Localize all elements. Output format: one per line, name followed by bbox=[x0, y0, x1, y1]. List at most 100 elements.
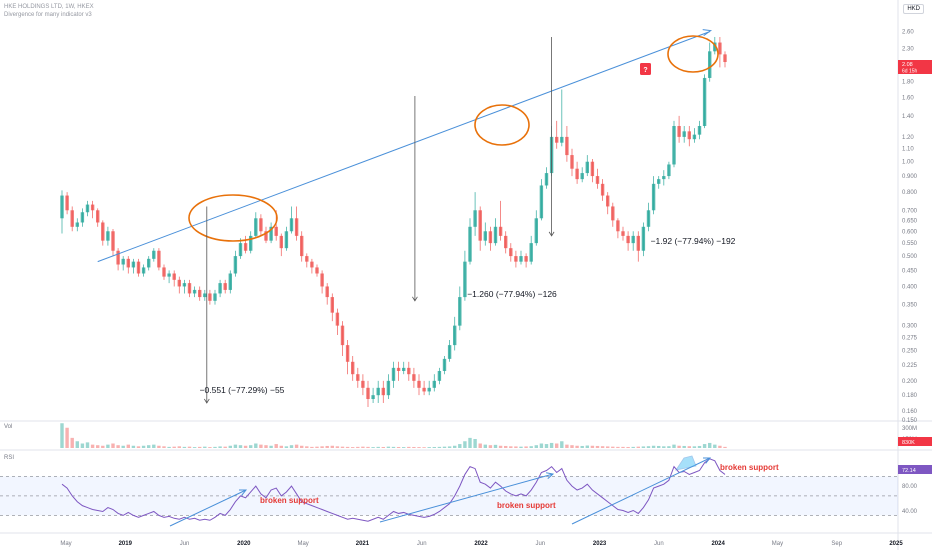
price-tick-label: 0.500 bbox=[902, 254, 918, 260]
volume-bar bbox=[422, 447, 426, 448]
volume-bar bbox=[279, 445, 283, 448]
price-tick-label: 1.10 bbox=[902, 147, 914, 153]
candle-body bbox=[600, 183, 605, 196]
time-tick-label: May bbox=[60, 541, 71, 547]
candle-body bbox=[453, 325, 457, 346]
candle-body bbox=[544, 173, 549, 186]
candle-body bbox=[279, 235, 283, 249]
rsi-trendline-arrow-head bbox=[702, 457, 712, 464]
volume-bar bbox=[152, 444, 156, 448]
volume-bar bbox=[488, 445, 493, 448]
candle-body bbox=[111, 231, 115, 251]
volume-bar bbox=[519, 446, 523, 448]
price-tick-label: 0.150 bbox=[902, 418, 918, 424]
volume-bar bbox=[213, 446, 217, 448]
price-tick-label: 0.700 bbox=[902, 208, 918, 214]
candle-body bbox=[238, 243, 243, 257]
candle-body bbox=[718, 42, 722, 55]
price-tick-label: 2.30 bbox=[902, 46, 914, 52]
rsi-support-trendline bbox=[571, 457, 711, 525]
volume-bar bbox=[187, 446, 192, 448]
highlight-ellipse bbox=[667, 35, 719, 73]
volume-bar bbox=[463, 441, 467, 448]
broken-support-label: broken support bbox=[260, 496, 319, 505]
price-tick-label: 1.80 bbox=[902, 80, 914, 86]
candle-body bbox=[381, 387, 385, 396]
rsi-line bbox=[61, 458, 726, 522]
currency-button[interactable]: HKD bbox=[903, 4, 924, 14]
rsi-badge-value: 72.14 bbox=[902, 468, 916, 474]
candle-body bbox=[616, 220, 620, 232]
earnings-flag bbox=[640, 63, 651, 75]
volume-bar bbox=[157, 445, 161, 448]
volume-bar bbox=[529, 446, 533, 448]
price-badge bbox=[898, 60, 932, 74]
candle-body bbox=[468, 226, 472, 262]
volume-bar bbox=[723, 446, 727, 448]
drop-measure-arrow bbox=[412, 296, 418, 302]
volume-bar bbox=[259, 444, 263, 448]
candle-body bbox=[493, 226, 498, 244]
volume-bar bbox=[600, 446, 605, 448]
volume-bar bbox=[447, 446, 452, 448]
volume-bar bbox=[249, 445, 253, 448]
candle-body bbox=[223, 283, 227, 290]
volume-bar bbox=[65, 427, 69, 448]
candle-body bbox=[463, 261, 467, 298]
volume-bar bbox=[294, 444, 299, 448]
rsi-support-trendline bbox=[169, 489, 247, 527]
volume-bar bbox=[80, 443, 85, 448]
candle-body bbox=[264, 231, 268, 241]
candle-body bbox=[90, 204, 95, 211]
volume-bar bbox=[534, 445, 538, 448]
price-tick-label: 0.300 bbox=[902, 324, 918, 330]
drop-measure-arrow bbox=[203, 398, 210, 404]
candle-body bbox=[116, 250, 120, 265]
volume-bar bbox=[611, 446, 615, 448]
price-tick-label: 0.650 bbox=[902, 218, 918, 224]
candle-body bbox=[713, 42, 717, 52]
candle-body bbox=[442, 358, 447, 371]
volume-bar bbox=[228, 445, 232, 448]
candle-body bbox=[590, 161, 595, 177]
volume-bar bbox=[391, 446, 396, 448]
candle-body bbox=[417, 380, 421, 388]
volume-bar bbox=[111, 443, 115, 448]
candle-body bbox=[141, 267, 146, 274]
candle-body bbox=[167, 273, 171, 277]
volume-bar bbox=[687, 446, 691, 448]
candle-body bbox=[432, 380, 436, 388]
candle-body bbox=[641, 226, 646, 251]
candle-body bbox=[218, 283, 222, 294]
candle-body bbox=[504, 235, 508, 249]
price-tick-label: 0.250 bbox=[902, 348, 918, 354]
volume-label: Vol bbox=[4, 424, 12, 430]
candle-body bbox=[121, 258, 125, 265]
candle-body bbox=[437, 370, 442, 381]
volume-bar bbox=[106, 444, 110, 448]
volume-bar bbox=[514, 446, 518, 448]
volume-bar bbox=[90, 444, 95, 448]
candle-body bbox=[310, 261, 314, 268]
rsi-badge bbox=[898, 465, 932, 474]
time-tick-label: May bbox=[772, 541, 783, 547]
candle-body bbox=[126, 258, 130, 268]
time-tick-label: Sep bbox=[831, 541, 842, 547]
volume-axis-label: 300M bbox=[902, 426, 917, 432]
volume-bar bbox=[351, 447, 355, 448]
candle-body bbox=[300, 235, 304, 257]
price-badge-countdown: 6d 15h bbox=[902, 69, 918, 75]
volume-bar bbox=[483, 444, 487, 448]
volume-bar bbox=[192, 447, 197, 448]
price-tick-label: 0.225 bbox=[902, 363, 918, 369]
drop-measure-label: −1.260 (−77.94%) −126 bbox=[467, 289, 557, 299]
volume-bar bbox=[96, 445, 100, 448]
volume-bar bbox=[203, 446, 207, 448]
price-tick-label: 0.200 bbox=[902, 379, 918, 385]
highlight-ellipse bbox=[474, 104, 530, 146]
price-tick-label: 0.350 bbox=[902, 303, 918, 309]
volume-bar bbox=[657, 445, 661, 448]
volume-bar bbox=[177, 446, 181, 448]
volume-bar bbox=[646, 446, 651, 448]
candle-body bbox=[636, 235, 640, 251]
